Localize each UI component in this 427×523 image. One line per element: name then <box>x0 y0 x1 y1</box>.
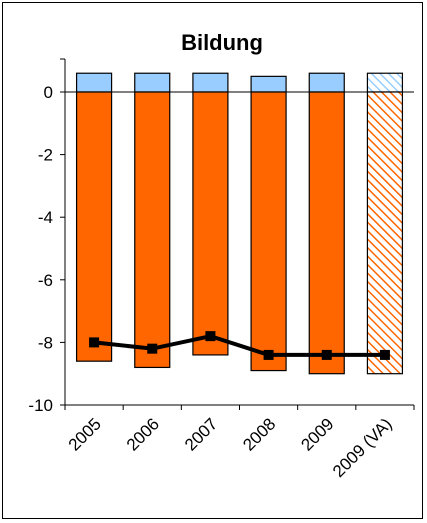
x-tick-label: 2006 <box>123 414 163 454</box>
bar-positive <box>192 72 229 93</box>
bar-positive <box>134 72 171 93</box>
series-line <box>93 334 385 357</box>
x-tick-label: 2009 (VA) <box>329 414 396 481</box>
y-tick-label: -2 <box>38 146 53 165</box>
x-tick-label: 2008 <box>239 414 279 454</box>
y-tick-label: 0 <box>44 83 53 102</box>
y-tick-label: -8 <box>38 333 53 352</box>
bar-negative <box>366 91 404 375</box>
bar-positive <box>250 75 287 93</box>
bar-negative <box>134 91 171 369</box>
bar-positive <box>366 72 404 93</box>
line-point <box>147 343 158 354</box>
y-tick-label: -4 <box>38 208 53 227</box>
bar-negative <box>75 91 113 362</box>
x-tick-label: 2007 <box>181 414 221 454</box>
bar-positive <box>308 72 345 93</box>
line-point <box>89 337 100 348</box>
y-tick-label: -6 <box>38 271 53 290</box>
bar-negative <box>308 91 345 375</box>
line-point <box>379 349 390 360</box>
x-tick-label: 2005 <box>65 414 105 454</box>
bar-negative <box>192 91 229 356</box>
line-point <box>263 349 274 360</box>
line-point <box>321 349 332 360</box>
y-tick-label: -10 <box>28 396 53 415</box>
bar-negative <box>250 91 287 372</box>
bar-positive <box>75 72 113 93</box>
line-point <box>205 331 216 342</box>
chart-title: Bildung <box>181 30 263 55</box>
x-tick-label: 2009 <box>297 414 337 454</box>
